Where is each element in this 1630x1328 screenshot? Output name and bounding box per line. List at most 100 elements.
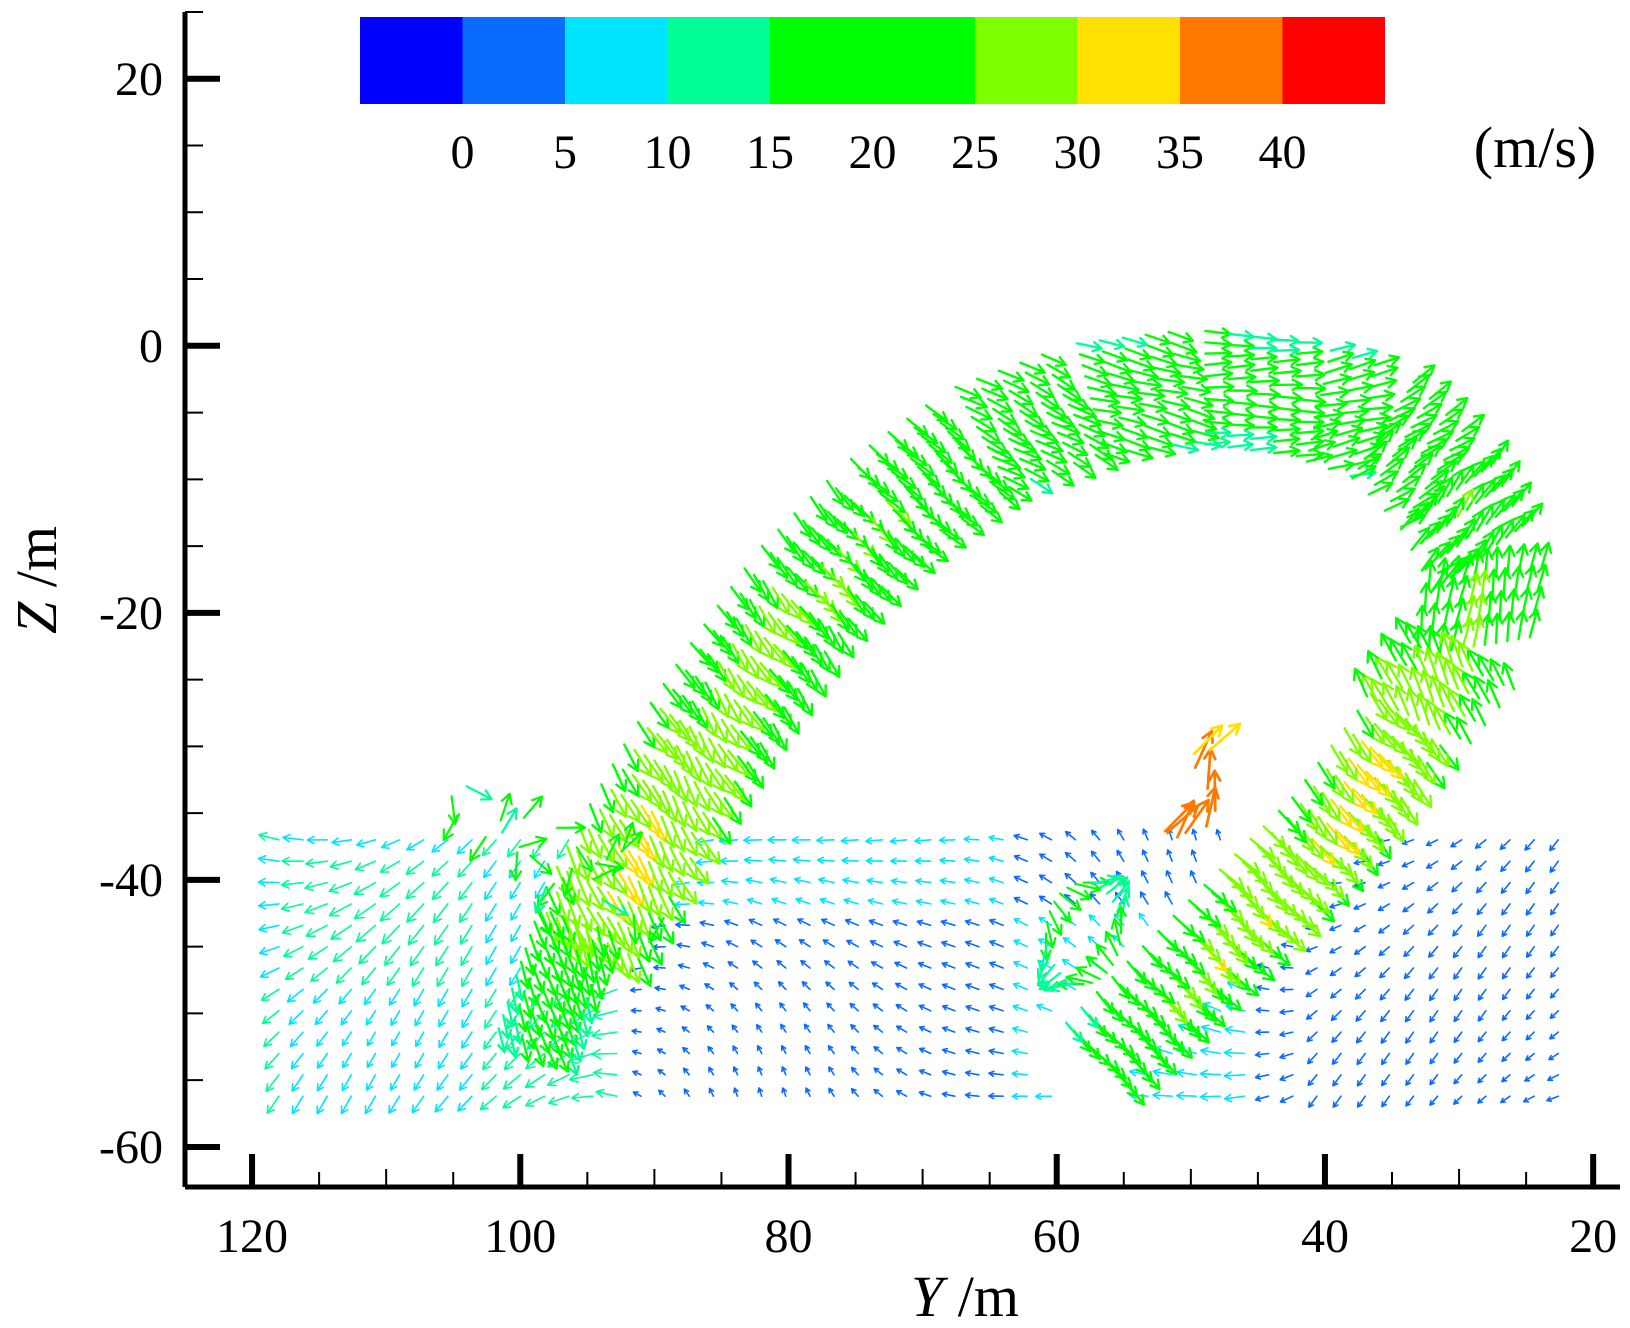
background-vector-arrow	[1307, 1052, 1318, 1065]
background-vector-arrow	[314, 1010, 328, 1026]
arch-vector-arrow	[1046, 363, 1072, 379]
background-vector-arrow	[461, 967, 473, 987]
arch-vector-arrow	[1536, 563, 1549, 594]
background-vector-arrow	[776, 959, 787, 969]
arch-vector-arrow	[714, 687, 731, 719]
background-vector-arrow	[340, 1010, 353, 1026]
background-vector-arrow	[722, 898, 739, 906]
background-vector-arrow	[1064, 851, 1077, 862]
colorbar-band	[1180, 17, 1283, 104]
background-vector-arrow	[284, 967, 304, 981]
background-vector-arrow	[591, 1048, 618, 1060]
arch-vector-arrow	[1129, 369, 1160, 382]
arch-vector-arrow	[1470, 698, 1487, 727]
background-vector-arrow	[1223, 1071, 1246, 1080]
arch-vector-arrow	[1475, 503, 1494, 532]
background-vector-arrow	[675, 921, 691, 929]
background-vector-arrow	[457, 1095, 473, 1112]
background-vector-arrow	[1329, 903, 1342, 909]
background-vector-arrow	[1280, 964, 1294, 971]
descending-jet-vector-arrow	[1391, 735, 1416, 763]
background-vector-arrow	[388, 1095, 401, 1114]
background-vector-arrow	[752, 960, 763, 969]
arch-vector-arrow	[1383, 497, 1410, 512]
background-vector-arrow	[1429, 1074, 1439, 1086]
y-tick-label: -60	[99, 1121, 163, 1174]
arch-vector-arrow	[1029, 477, 1054, 495]
descending-jet-vector-arrow	[1317, 815, 1338, 846]
arch-vector-arrow	[1086, 385, 1117, 398]
x-tick-label: 60	[1033, 1210, 1081, 1263]
background-vector-arrow	[657, 1068, 666, 1076]
descending-jet-vector-arrow	[1343, 781, 1367, 810]
background-vector-arrow	[1451, 903, 1463, 915]
background-vector-arrow	[510, 903, 522, 921]
background-vector-arrow	[708, 1087, 715, 1097]
background-vector-arrow	[801, 981, 811, 991]
x-axis-title-unit: /m	[943, 1264, 1019, 1328]
arch-vector-arrow	[783, 706, 800, 735]
background-vector-arrow	[432, 903, 449, 924]
background-vector-arrow	[1279, 1031, 1294, 1038]
background-vector-arrow	[781, 1087, 788, 1097]
y-axis-title: Z /m	[4, 526, 69, 634]
arch-vector-arrow	[1227, 349, 1256, 362]
vortex-vector-arrow	[1085, 955, 1109, 975]
arch-vector-arrow	[671, 795, 688, 828]
arch-vector-arrow	[1420, 546, 1440, 572]
arch-vector-arrow	[1405, 687, 1420, 721]
background-vector-arrow	[823, 960, 835, 969]
arch-vector-arrow	[1438, 408, 1464, 426]
arch-vector-arrow	[703, 623, 725, 648]
arch-vector-arrow	[1455, 464, 1475, 491]
background-vector-arrow	[680, 1005, 691, 1012]
background-vector-arrow	[827, 1023, 835, 1033]
background-vector-arrow	[389, 1074, 401, 1091]
background-vector-arrow	[1215, 828, 1222, 841]
background-vector-arrow	[482, 1052, 497, 1071]
background-vector-arrow	[890, 877, 908, 885]
background-vector-arrow	[570, 1092, 594, 1102]
arch-vector-arrow	[837, 631, 855, 659]
arch-vector-arrow	[746, 761, 765, 789]
arch-vector-arrow	[667, 871, 686, 901]
arch-vector-arrow	[1424, 468, 1450, 490]
background-vector-arrow	[312, 988, 328, 1004]
background-vector-arrow	[414, 1031, 425, 1048]
background-vector-arrow	[769, 876, 787, 884]
background-vector-arrow	[803, 1023, 811, 1033]
background-vector-arrow	[780, 1045, 787, 1055]
background-vector-arrow	[1525, 1010, 1535, 1020]
arch-vector-arrow	[1539, 541, 1553, 571]
arch-vector-arrow	[1081, 364, 1109, 378]
background-vector-arrow	[965, 1026, 980, 1033]
descending-jet-vector-arrow	[1304, 779, 1324, 807]
background-vector-arrow	[1353, 924, 1366, 933]
background-vector-arrow	[1453, 1074, 1463, 1085]
background-vector-arrow	[988, 1026, 1004, 1033]
background-vector-arrow	[918, 1069, 932, 1076]
background-vector-arrow	[483, 860, 497, 879]
colorbar-tick-label: 40	[1259, 126, 1307, 179]
left-plume-vector-arrow	[588, 983, 601, 1013]
arch-vector-arrow	[1429, 541, 1452, 565]
descending-jet-vector-arrow	[1157, 929, 1179, 953]
background-vector-arrow	[1223, 1093, 1246, 1103]
arch-vector-arrow	[748, 598, 766, 628]
background-vector-arrow	[988, 834, 1004, 842]
background-vector-arrow	[409, 945, 425, 967]
y-tick-label: -20	[99, 587, 163, 640]
left-swirl-vector-arrow	[518, 835, 548, 849]
background-vector-arrow	[381, 839, 401, 849]
background-vector-arrow	[280, 902, 304, 912]
background-vector-arrow	[1331, 1031, 1342, 1044]
background-vector-arrow	[679, 984, 691, 991]
background-vector-arrow	[896, 1046, 908, 1055]
background-vector-arrow	[964, 1092, 980, 1099]
background-vector-arrow	[941, 940, 956, 948]
arch-vector-arrow	[1204, 437, 1231, 449]
arch-vector-arrow	[1295, 416, 1325, 429]
background-vector-arrow	[330, 924, 353, 940]
background-vector-arrow	[1013, 917, 1028, 927]
background-vector-arrow	[779, 1002, 787, 1012]
